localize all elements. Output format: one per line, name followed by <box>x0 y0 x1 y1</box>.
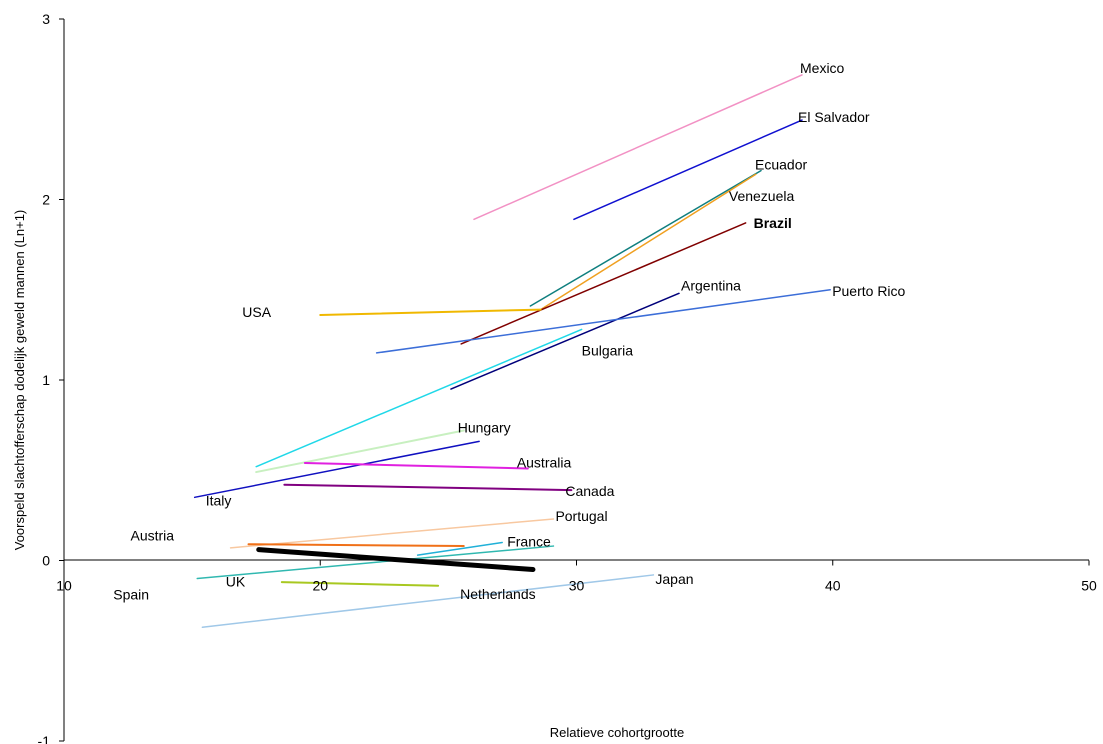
series-line-austria <box>247 543 465 548</box>
series-line-australia <box>303 462 529 470</box>
series-line-italy <box>193 440 480 499</box>
series-line-argentina <box>450 292 680 390</box>
series-labels: Mexico El Salvador Ecuador Venezuela Brazil A… <box>113 60 905 603</box>
series-label-venezuela: Venezuela <box>729 188 795 204</box>
series-label-france: France <box>507 533 551 549</box>
series-label-puerto-rico: Puerto Rico <box>832 283 905 299</box>
y-tick-label: 1 <box>42 372 50 388</box>
series-label-italy: Italy <box>206 492 232 508</box>
series-line-venezuela <box>539 173 757 311</box>
series-label-bulgaria: Bulgaria <box>582 342 634 358</box>
series-label-australia: Australia <box>517 454 572 470</box>
series-label-mexico: Mexico <box>800 60 845 76</box>
series-line-canada <box>283 483 573 492</box>
series-line-bulgaria <box>255 328 583 468</box>
series-label-argentina: Argentina <box>681 277 741 293</box>
x-tick-label: 40 <box>825 578 841 594</box>
series-label-brazil: Brazil <box>754 215 792 231</box>
series-line-el-salvador <box>573 119 803 221</box>
y-tick-label: 2 <box>42 192 50 208</box>
x-tick-label: 10 <box>56 578 72 594</box>
x-axis-title: Relatieve cohortgrootte <box>550 725 684 740</box>
series-line-ecuador <box>529 169 762 307</box>
y-tick-label: -1 <box>38 733 51 744</box>
x-tick-label: 30 <box>569 578 585 594</box>
series-line-hungary <box>255 429 465 474</box>
y-tick-label: 0 <box>42 553 50 569</box>
series-label-hungary: Hungary <box>458 420 511 436</box>
series-label-portugal: Portugal <box>555 508 607 524</box>
series-line-puerto-rico <box>375 289 831 354</box>
series-line-japan <box>201 574 655 629</box>
series-line-mexico <box>473 74 803 221</box>
series-label-uk: UK <box>226 574 246 590</box>
series-label-ecuador: Ecuador <box>755 157 807 173</box>
series-line-usa <box>319 308 542 317</box>
series-line-portugal <box>229 518 555 549</box>
series-label-austria: Austria <box>131 527 175 543</box>
series-line-netherlands <box>280 581 440 587</box>
series-line-brazil <box>460 222 747 345</box>
y-axis-title: Voorspeld slachtofferschap dodelijk gewe… <box>12 210 27 551</box>
series-label-japan: Japan <box>655 571 693 587</box>
series-label-usa: USA <box>242 304 271 320</box>
series-label-netherlands: Netherlands <box>460 586 536 602</box>
series-label-canada: Canada <box>565 483 614 499</box>
series-line-france <box>416 541 503 556</box>
y-tick-label: 3 <box>42 11 50 27</box>
axis-ticks: 10 20 30 40 50 -1 0 1 2 3 <box>38 11 1097 744</box>
x-tick-label: 20 <box>312 578 328 594</box>
series-label-spain: Spain <box>113 587 149 603</box>
series-label-el-salvador: El Salvador <box>798 109 870 125</box>
series-line-spain <box>196 545 555 580</box>
x-tick-label: 50 <box>1081 578 1097 594</box>
